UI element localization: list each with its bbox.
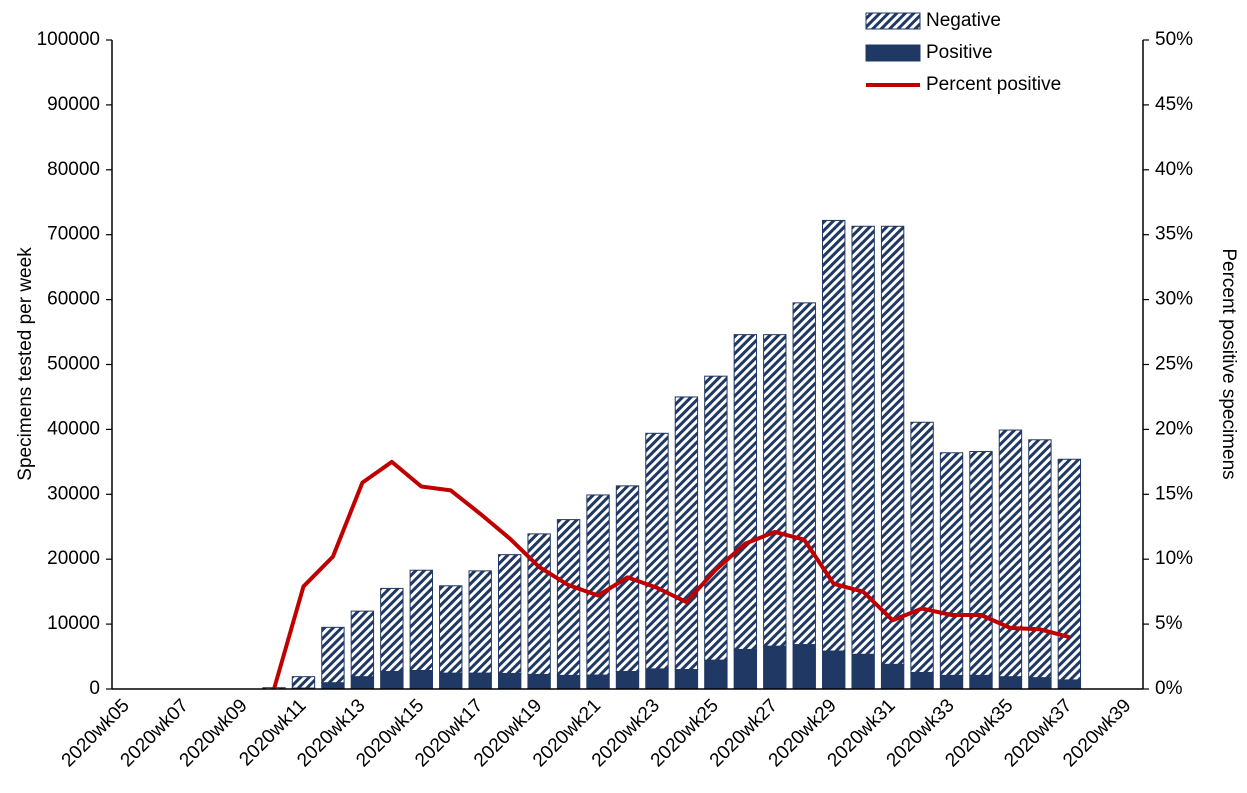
bar-segment [792, 302, 816, 646]
bar-segment [792, 644, 816, 690]
bar-segment [998, 676, 1023, 690]
bar-segment [851, 225, 875, 655]
bar-segment [880, 225, 905, 665]
y-tick-label: 50000 [47, 354, 100, 375]
bar-segment [939, 452, 964, 676]
bar-segment [497, 672, 522, 690]
bar-segment [380, 587, 404, 672]
bar-segment [704, 659, 728, 690]
bar-segment [556, 519, 581, 676]
bar-segment [910, 421, 934, 673]
bar-segment [969, 674, 993, 690]
bar-segment [674, 669, 699, 690]
bar-segment [321, 682, 345, 690]
y2-tick-label: 10% [1155, 548, 1193, 569]
bar-segment [409, 670, 433, 690]
bar-segment [645, 432, 669, 670]
y2-tick-label: 35% [1155, 224, 1193, 245]
y-tick-label: 30000 [47, 483, 100, 504]
bar-segment [704, 375, 728, 661]
y2-tick-label: 50% [1155, 29, 1193, 50]
bar-segment [586, 674, 610, 690]
y2-tick-label: 40% [1155, 159, 1193, 180]
legend-swatch [865, 44, 921, 62]
y-tick-label: 90000 [47, 94, 100, 115]
bar-segment [880, 663, 905, 690]
legend-label: Percent positive [926, 74, 1061, 95]
y-axis-title: Specimens tested per week [15, 247, 36, 481]
bar-segment [527, 533, 551, 675]
y2-tick-label: 30% [1155, 289, 1193, 310]
bar-segment [822, 219, 846, 652]
y-tick-label: 70000 [47, 224, 100, 245]
line [272, 459, 1070, 690]
bar-segment [586, 494, 610, 676]
bar-segment [468, 570, 492, 674]
bar-segment [497, 554, 522, 674]
bar-segment [939, 674, 964, 690]
bar-segment [350, 610, 375, 678]
bar-segment [468, 672, 492, 690]
y-tick-label: 80000 [47, 159, 100, 180]
bar-segment [1057, 679, 1082, 690]
y2-tick-label: 5% [1155, 613, 1183, 634]
bar-segment [350, 676, 375, 690]
y-tick-label: 20000 [47, 548, 100, 569]
y2-tick-label: 0% [1155, 678, 1183, 699]
bar-segment [910, 671, 934, 690]
bar-segment [321, 626, 345, 684]
bar-segment [1028, 439, 1052, 679]
bar-segment [409, 569, 433, 672]
bar-segment [291, 676, 316, 689]
y2-tick-label: 20% [1155, 418, 1193, 439]
legend-label: Negative [926, 10, 1001, 31]
bar-segment [733, 648, 758, 690]
y-tick-label: 60000 [47, 289, 100, 310]
legend-label: Positive [926, 42, 993, 63]
bar-segment [969, 450, 993, 676]
y-tick-label: 100000 [37, 29, 100, 50]
bar-segment [998, 429, 1023, 678]
bar-segment [851, 653, 875, 690]
bar-segment [556, 674, 581, 690]
y2-tick-label: 45% [1155, 94, 1193, 115]
bar-segment [763, 334, 787, 647]
bar-segment [763, 645, 787, 690]
legend-swatch [865, 12, 921, 30]
y2-tick-label: 15% [1155, 483, 1193, 504]
y-tick-label: 40000 [47, 418, 100, 439]
y2-tick-label: 25% [1155, 354, 1193, 375]
bar-segment [1057, 458, 1082, 681]
bar-segment [674, 396, 699, 671]
bar-segment [615, 670, 640, 690]
bar-segment [439, 585, 463, 674]
y-tick-label: 10000 [47, 613, 100, 634]
y2-axis-title: Percent positive specimens [1218, 248, 1239, 479]
bar-segment [822, 650, 846, 690]
bar-segment [527, 673, 551, 690]
bar-segment [645, 668, 669, 690]
bar-segment [733, 334, 758, 650]
bar-segment [1028, 677, 1052, 690]
bar-segment [380, 670, 404, 690]
y-tick-label: 0 [89, 678, 100, 699]
bar-segment [439, 672, 463, 690]
